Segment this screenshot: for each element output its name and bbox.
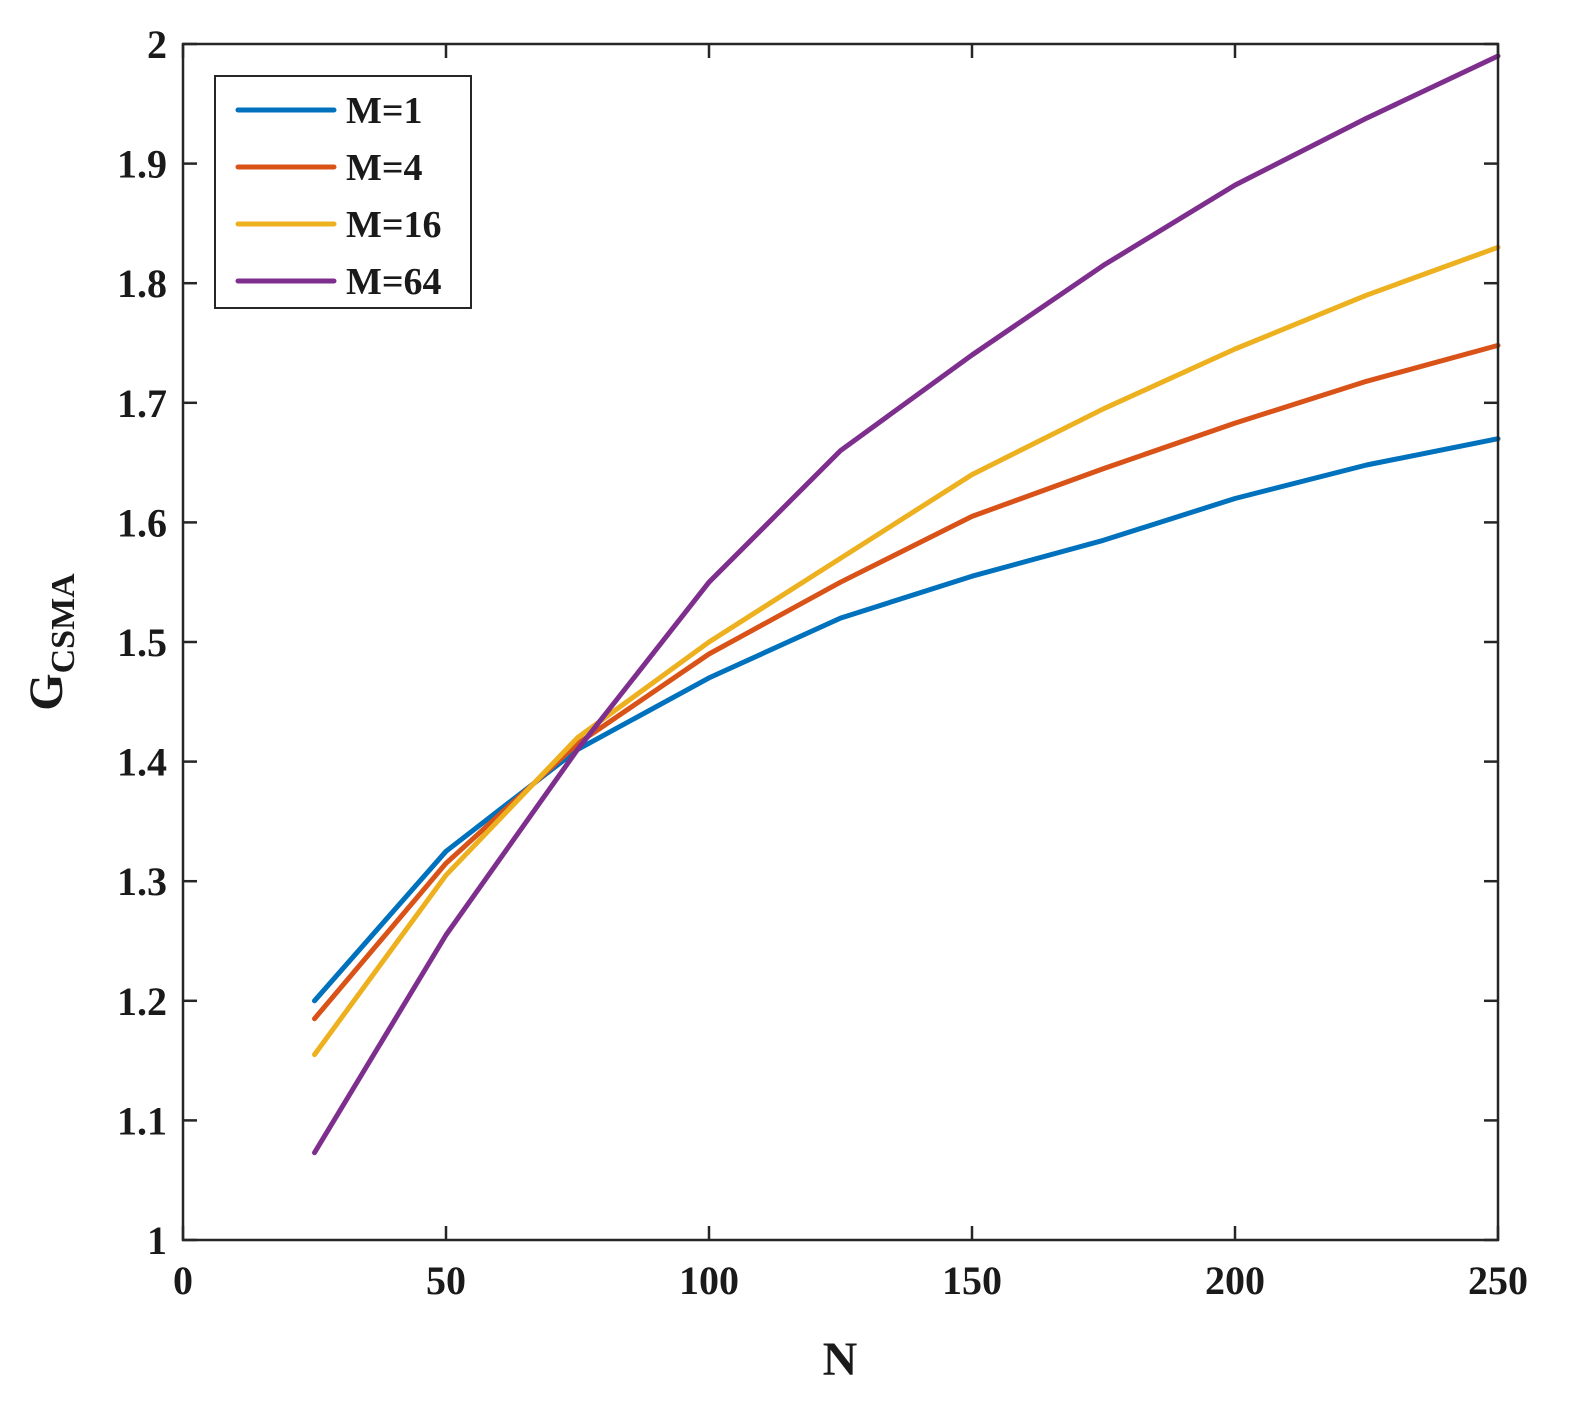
x-tick-labels: 0 50 100 150 200 250	[173, 1258, 1528, 1303]
y-tick-label: 1.2	[117, 979, 167, 1024]
y-tick-labels: 1 1.1 1.2 1.3 1.4 1.5 1.6 1.7 1.8 1.9 2	[117, 22, 167, 1263]
series-line-M=1	[312, 436, 1501, 1004]
x-tick-label: 100	[679, 1258, 739, 1303]
series-line-M=64	[312, 53, 1501, 1156]
y-tick-label: 1.8	[117, 261, 167, 306]
y-axis-label: GCSMA	[20, 573, 82, 711]
y-tick-label: 2	[147, 22, 167, 67]
legend: M=1 M=4 M=16 M=64	[214, 75, 472, 309]
y-tick-label: 1.7	[117, 381, 167, 426]
y-axis-label-sub: CSMA	[45, 573, 82, 674]
y-tick-label: 1.4	[117, 740, 167, 785]
series-line-M=16	[312, 244, 1501, 1058]
y-axis-label-main: G	[20, 673, 73, 710]
y-tick-label: 1.3	[117, 859, 167, 904]
series-line-M=4	[312, 342, 1501, 1022]
y-tick-label: 1.6	[117, 500, 167, 545]
plot-frame	[181, 42, 1500, 1242]
legend-items: M=1 M=4 M=16 M=64	[235, 90, 442, 303]
legend-label: M=64	[346, 261, 442, 303]
x-tick-label: 50	[426, 1258, 466, 1303]
x-axis-label: N	[823, 1333, 858, 1386]
x-tick-label: 150	[942, 1258, 1002, 1303]
x-tick-label: 200	[1205, 1258, 1265, 1303]
y-tick-label: 1.1	[117, 1098, 167, 1143]
legend-box	[214, 75, 472, 309]
legend-label: M=1	[346, 90, 423, 132]
legend-label: M=16	[346, 204, 442, 246]
x-tick-label: 0	[173, 1258, 193, 1303]
y-tick-label: 1.9	[117, 142, 167, 187]
y-tick-label: 1.5	[117, 620, 167, 665]
y-tick-label: 1	[147, 1218, 167, 1263]
series-lines	[312, 53, 1501, 1156]
legend-label: M=4	[346, 147, 423, 189]
x-tick-label: 250	[1468, 1258, 1528, 1303]
